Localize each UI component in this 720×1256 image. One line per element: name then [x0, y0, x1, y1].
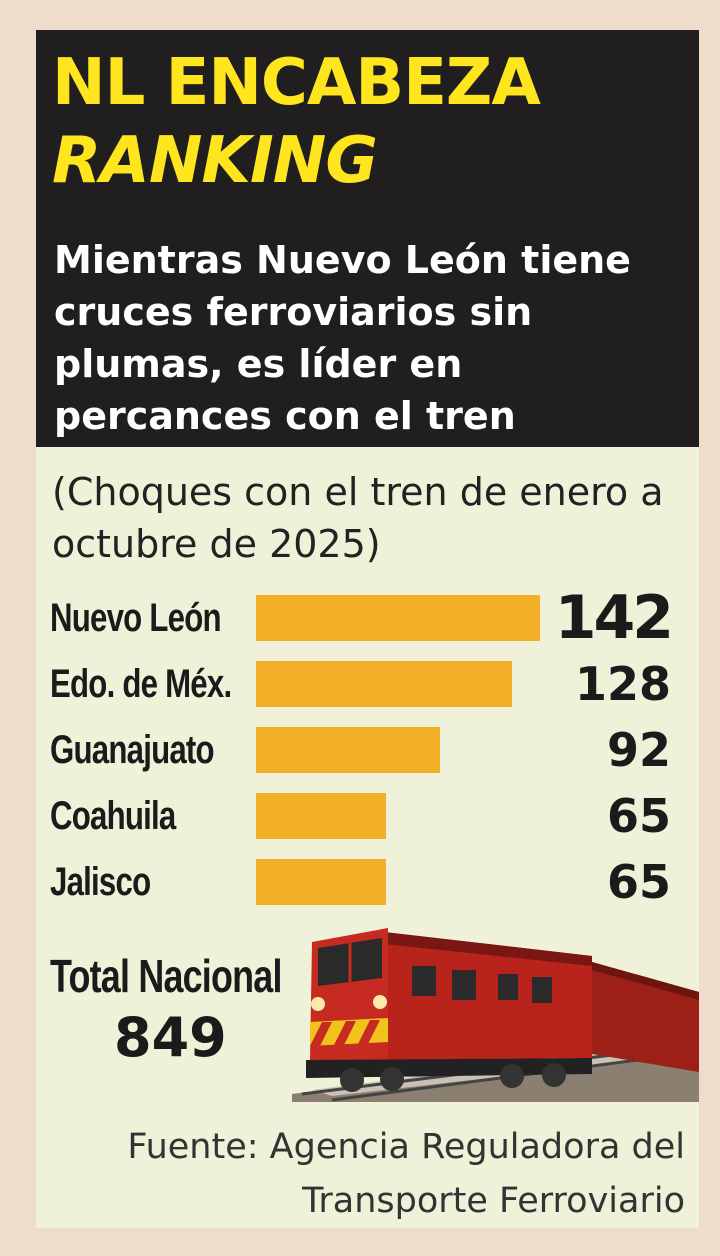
bar: [256, 661, 512, 707]
bar-label: Jalisco: [50, 860, 151, 904]
bar-label: Edo. de Méx.: [50, 662, 232, 706]
bar: [256, 859, 386, 905]
bar: [256, 793, 386, 839]
bar: [256, 595, 540, 641]
bar-value-label: 128: [574, 657, 671, 711]
total-label: Total Nacional: [50, 950, 282, 1002]
bar: [256, 727, 440, 773]
train-illustration: [292, 928, 699, 1102]
bar-label: Nuevo León: [50, 596, 222, 640]
source-note: Fuente: Agencia Reguladora del Transport…: [127, 1127, 685, 1221]
infographic-card: NL ENCABEZA RANKING Mientras Nuevo León …: [36, 30, 699, 1228]
headline: NL ENCABEZA RANKING: [52, 44, 541, 200]
chart-note: (Choques con el tren de enero a octubre …: [52, 470, 664, 566]
bar-value-label: 142: [554, 583, 674, 653]
bar-label: Guanajuato: [50, 728, 215, 772]
bar-value-label: 92: [606, 723, 671, 777]
headline-line1: NL ENCABEZA: [52, 46, 541, 120]
bar-value-label: 65: [606, 789, 671, 843]
subtitle: Mientras Nuevo León tiene cruces ferrovi…: [54, 238, 631, 438]
header-panel: NL ENCABEZA RANKING Mientras Nuevo León …: [36, 30, 699, 447]
bar-value-label: 65: [606, 855, 671, 909]
bar-label: Coahuila: [50, 794, 176, 838]
headline-line2: RANKING: [52, 124, 378, 198]
total-value: 849: [114, 1006, 227, 1069]
